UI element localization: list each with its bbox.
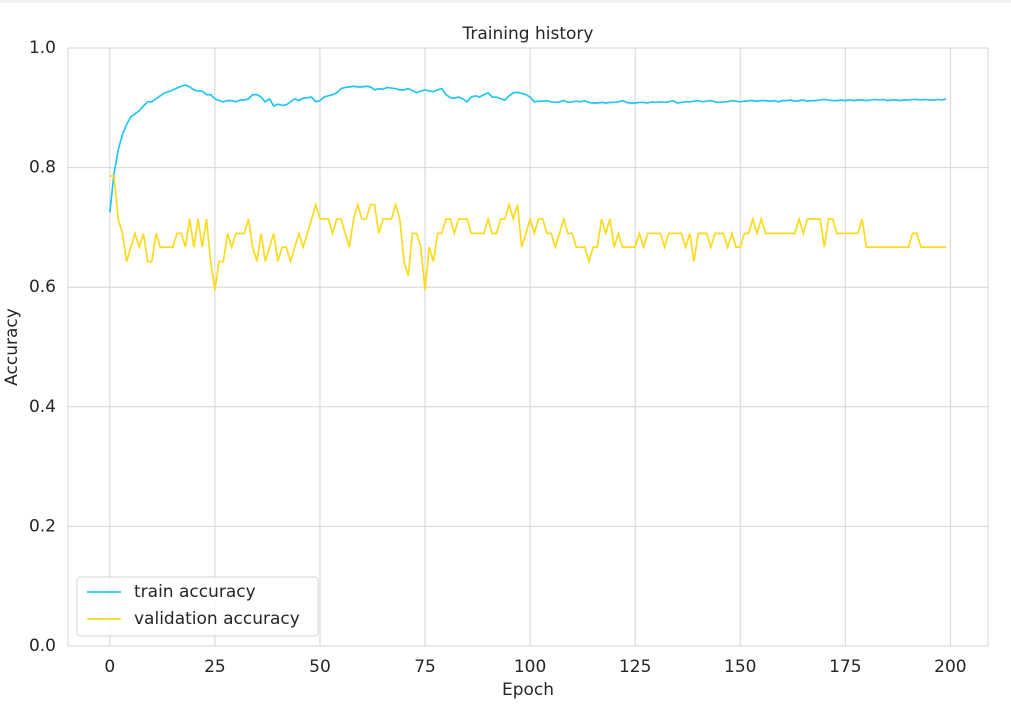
x-tick-label: 75 [414,657,436,677]
y-tick-label: 1.0 [29,38,56,58]
chart-title: Training history [462,24,594,44]
y-tick-label: 0.8 [29,158,56,178]
legend-label: validation accuracy [134,609,300,629]
x-tick-label: 200 [934,657,966,677]
x-axis-label: Epoch [502,680,554,700]
x-tick-label: 175 [829,657,861,677]
y-tick-label: 0.4 [29,397,56,417]
y-tick-label: 0.2 [29,516,56,536]
data-line [108,84,947,213]
x-tick-label: 100 [514,657,546,677]
legend-label: train accuracy [134,582,256,602]
x-tick-label: 25 [204,657,226,677]
y-tick-label: 0.6 [29,277,56,297]
y-axis-label: Accuracy [2,308,22,386]
y-tick-label: 0.0 [29,636,56,656]
legend-box [76,576,319,637]
x-tick-label: 50 [309,657,331,677]
data-line [109,175,947,291]
top-strip [0,0,1011,3]
x-tick-label: 125 [619,657,651,677]
x-tick-label: 150 [724,657,756,677]
plot-frame [67,47,989,647]
x-tick-label: 0 [104,657,115,677]
